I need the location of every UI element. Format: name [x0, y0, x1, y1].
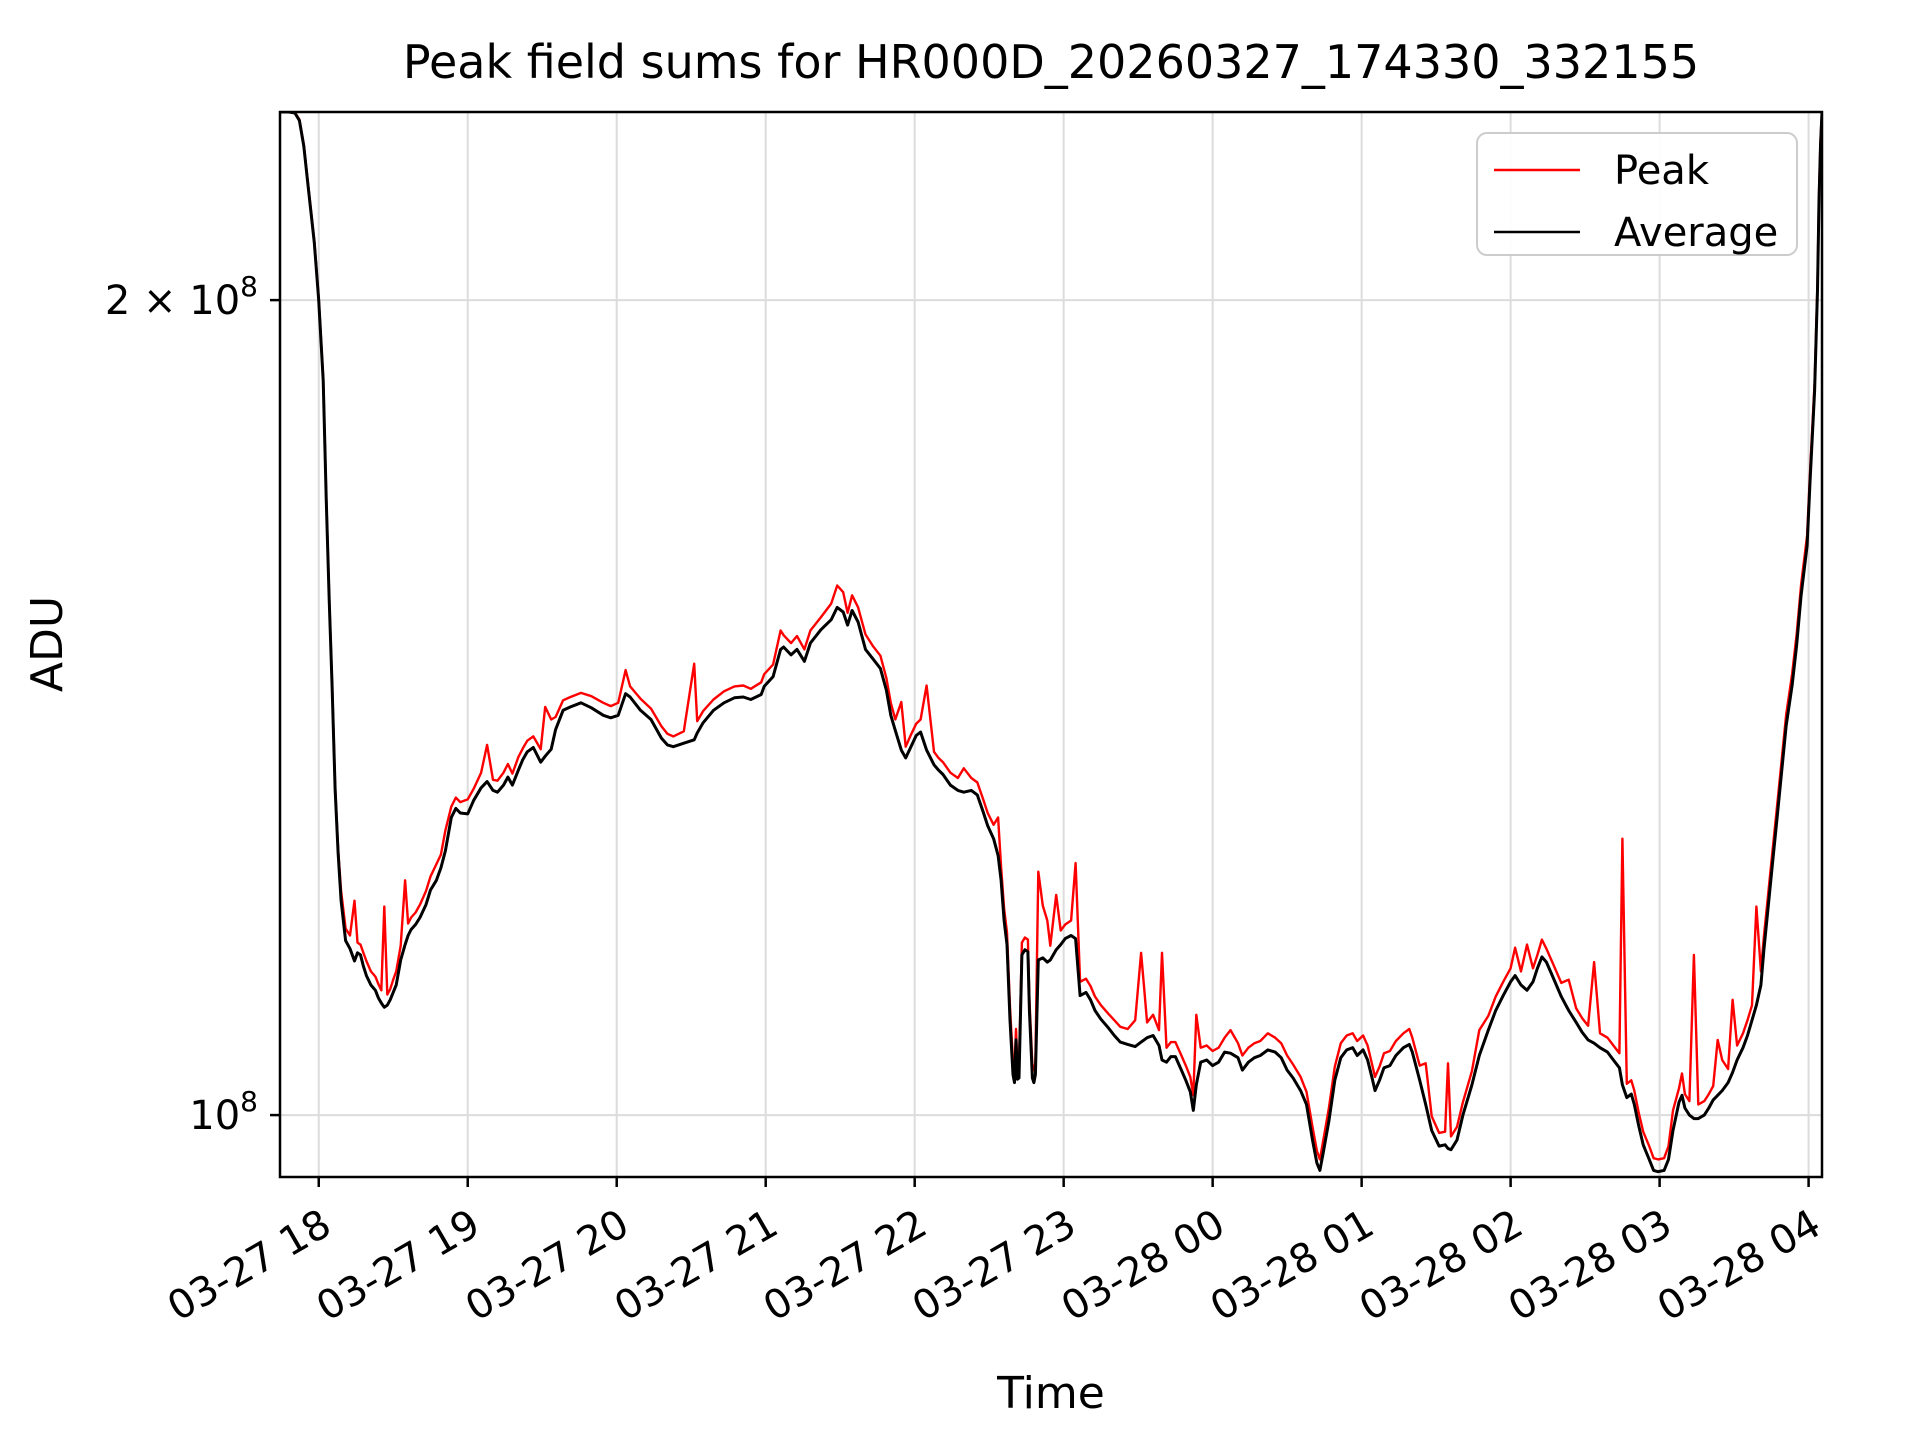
- legend: Peak Average: [1476, 132, 1798, 256]
- x-tick-label: 03-27 22: [756, 1201, 935, 1331]
- legend-peak-label: Peak: [1614, 148, 1710, 194]
- y-tick-labels: 108 2 × 108: [105, 270, 258, 1139]
- x-tick-label: 03-27 18: [160, 1201, 339, 1331]
- y-axis-label: ADU: [22, 596, 73, 692]
- x-tick-label: 03-27 21: [607, 1201, 786, 1331]
- y-tick-label: 108: [189, 1085, 258, 1139]
- plot-series-area: [280, 112, 1822, 1174]
- x-tick-label: 03-28 02: [1352, 1201, 1531, 1331]
- x-tick-label: 03-28 03: [1501, 1201, 1680, 1331]
- x-axis-label: Time: [996, 1368, 1105, 1419]
- legend-average-label: Average: [1614, 210, 1778, 256]
- x-tick-label: 03-28 01: [1203, 1201, 1382, 1331]
- legend-box: [1476, 132, 1798, 256]
- peak-series-line: [280, 112, 1822, 1161]
- grid: [280, 112, 1822, 1177]
- chart-title: Peak field sums for HR000D_20260327_1743…: [403, 35, 1699, 89]
- x-tick-label: 03-28 04: [1650, 1201, 1829, 1331]
- x-tick-label: 03-28 00: [1054, 1201, 1233, 1331]
- axis-ticks: [270, 298, 1810, 1187]
- x-tick-label: 03-27 20: [458, 1201, 637, 1331]
- plot-border: [278, 110, 1824, 1179]
- average-series-line: [280, 112, 1822, 1174]
- x-tick-label: 03-27 19: [309, 1201, 488, 1331]
- y-tick-label: 2 × 108: [105, 270, 258, 324]
- x-tick-label: 03-27 23: [905, 1201, 1084, 1331]
